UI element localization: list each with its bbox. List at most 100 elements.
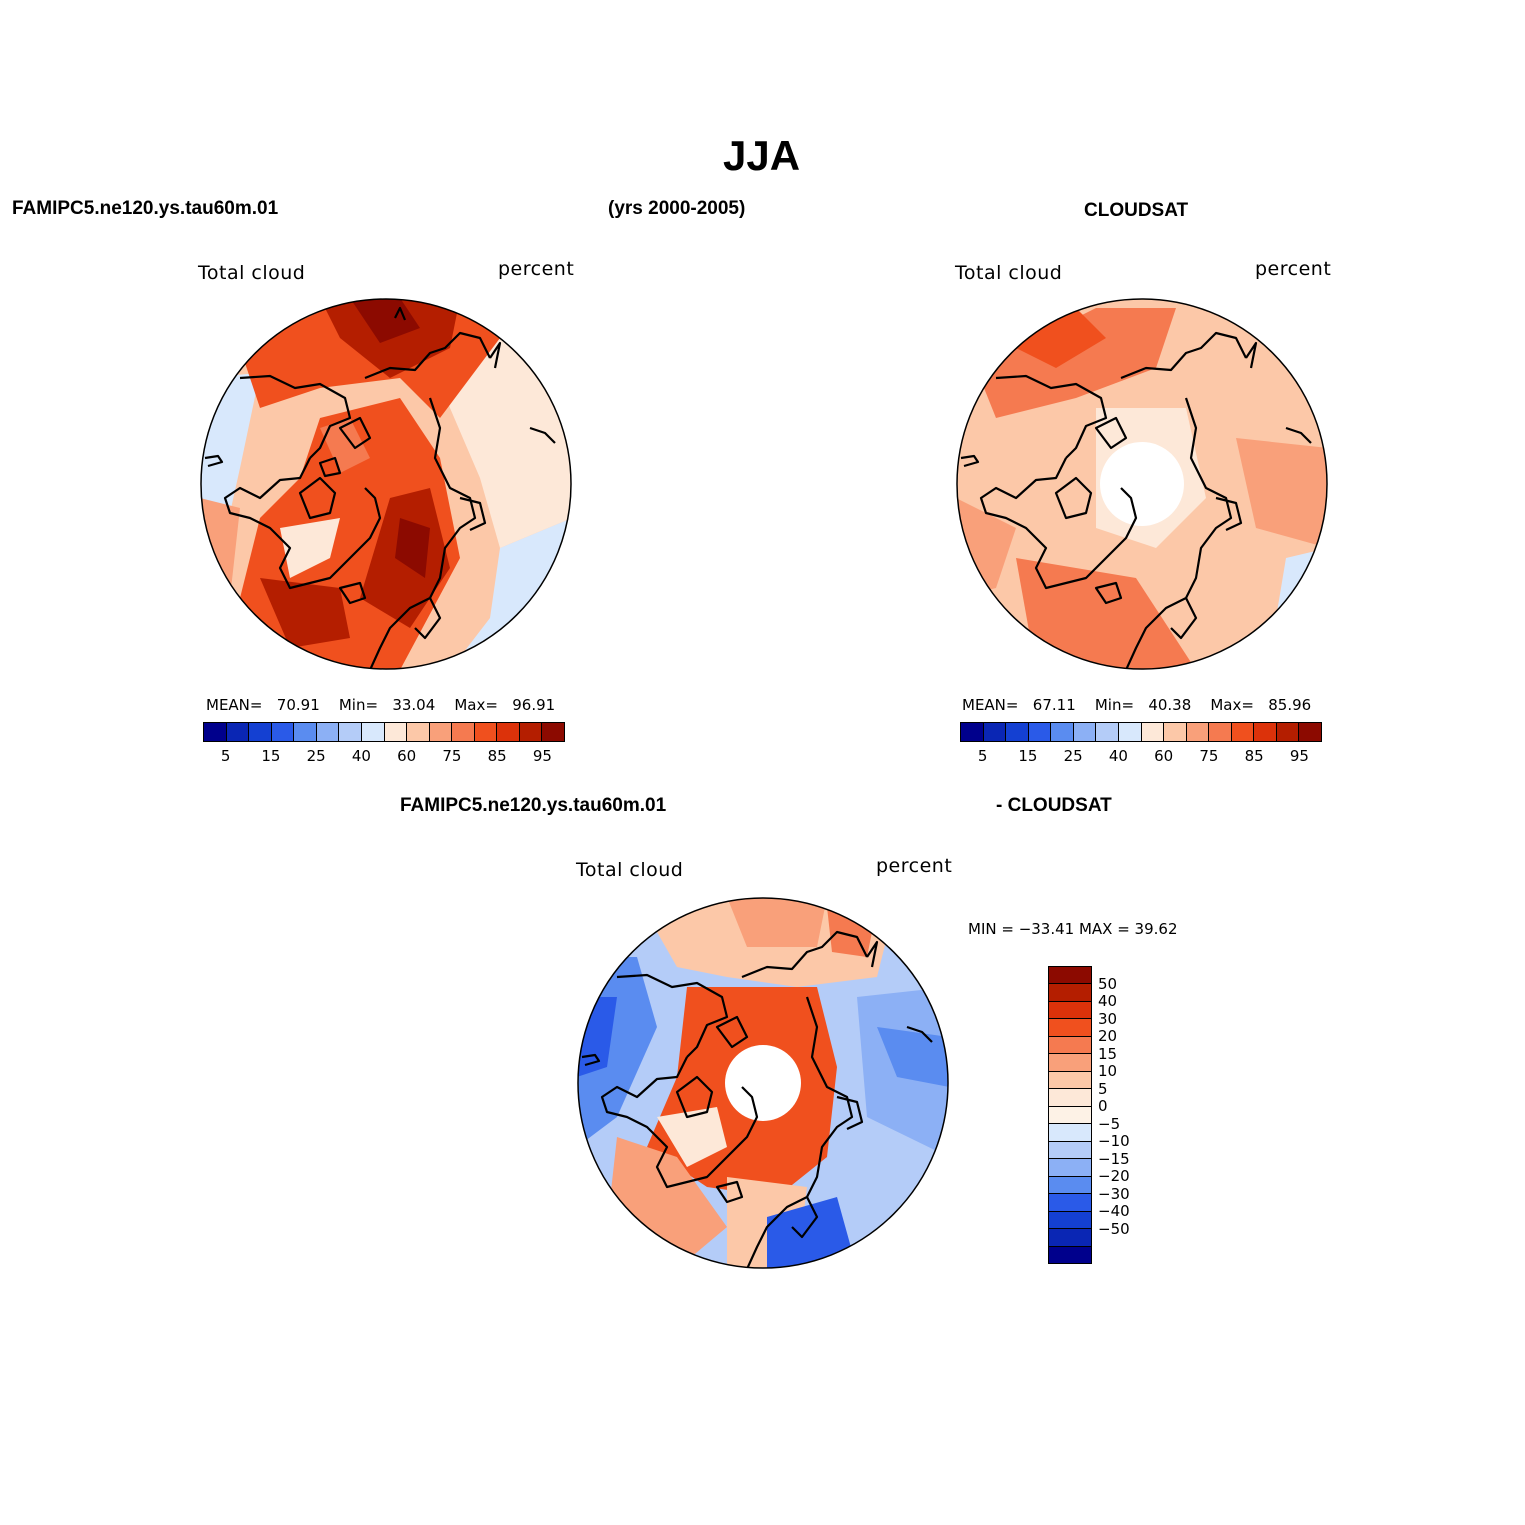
obs-min-value: 40.38 [1148, 696, 1192, 714]
model-var-label: Total cloud [198, 262, 306, 284]
colorbar-swatch [407, 723, 430, 741]
colorbar-swatch [249, 723, 272, 741]
obs-mean-label: MEAN= [962, 696, 1019, 714]
model-polar-map [200, 298, 572, 670]
colorbar-tick-label: 10 [1098, 1062, 1118, 1081]
colorbar-swatch [1049, 1194, 1091, 1212]
colorbar-swatch [542, 723, 564, 741]
colorbar-tick-label: −50 [1098, 1219, 1130, 1238]
colorbar-tick-label: −20 [1098, 1167, 1130, 1186]
obs-min-label: Min= [1094, 696, 1135, 714]
obs-max-value: 85.96 [1268, 696, 1312, 714]
colorbar-tick-label: 40 [1108, 747, 1128, 765]
colorbar-tick-label: 0 [1098, 1097, 1108, 1116]
diff-obs-title: - CLOUDSAT [996, 795, 1112, 816]
obs-mean-value: 67.11 [1032, 696, 1076, 714]
colorbar-swatch [1049, 1106, 1091, 1125]
colorbar-tick-label: 85 [1244, 747, 1264, 765]
colorbar-tick-label: −40 [1098, 1202, 1130, 1221]
colorbar-swatch [294, 723, 317, 741]
colorbar-swatch [1049, 1071, 1091, 1090]
colorbar-swatch [1049, 967, 1091, 985]
model-colorbar-ticks: 5 15 25 40 60 75 85 95 [203, 747, 565, 767]
years-title: (yrs 2000-2005) [608, 198, 746, 219]
colorbar-swatch [1049, 1246, 1091, 1263]
colorbar-tick-label: 5 [220, 747, 231, 765]
obs-polar-map [956, 298, 1328, 670]
colorbar-tick-label: 95 [532, 747, 552, 765]
obs-units-label: percent [1255, 258, 1332, 280]
colorbar-tick-label: 85 [487, 747, 507, 765]
colorbar-swatch [1049, 1001, 1091, 1020]
diff-var-label: Total cloud [576, 859, 684, 881]
diff-polar-map [577, 897, 949, 1269]
colorbar-tick-label: −30 [1098, 1184, 1130, 1203]
colorbar-tick-label: 40 [351, 747, 371, 765]
colorbar-swatch [1073, 723, 1097, 741]
colorbar-swatch [1276, 723, 1300, 741]
colorbar-swatch [1049, 1229, 1091, 1247]
colorbar-swatch [1299, 723, 1321, 741]
colorbar-swatch [1049, 1141, 1091, 1160]
colorbar-tick-label: −10 [1098, 1132, 1130, 1151]
obs-stats-line: MEAN= 67.11 Min= 40.38 Max= 85.96 [962, 696, 1311, 714]
model-max-label: Max= [454, 696, 498, 714]
colorbar-tick-label: −5 [1098, 1114, 1121, 1133]
obs-case-title: CLOUDSAT [1084, 200, 1189, 221]
colorbar-tick-label: 20 [1098, 1027, 1118, 1046]
model-min-label: Min= [338, 696, 379, 714]
colorbar-swatch [1186, 723, 1210, 741]
diff-units-label: percent [876, 855, 953, 877]
diff-case-title: FAMIPC5.ne120.ys.tau60m.01 [400, 795, 667, 816]
colorbar-tick-label: 25 [306, 747, 326, 765]
colorbar-swatch [1118, 723, 1142, 741]
colorbar-swatch [1164, 723, 1187, 741]
colorbar-swatch [204, 723, 227, 741]
colorbar-tick-label: 15 [1018, 747, 1038, 765]
colorbar-swatch [474, 723, 498, 741]
model-mean-value: 70.91 [276, 696, 320, 714]
obs-colorbar [960, 722, 1322, 742]
diff-minmax: MIN = −33.41 MAX = 39.62 [968, 920, 1178, 938]
colorbar-tick-label: 75 [442, 747, 462, 765]
colorbar-tick-label: −15 [1098, 1149, 1130, 1168]
colorbar-swatch [1049, 1019, 1091, 1037]
colorbar-swatch [1049, 1089, 1091, 1107]
model-max-value: 96.91 [512, 696, 556, 714]
colorbar-swatch [1254, 723, 1277, 741]
colorbar-swatch [1096, 723, 1119, 741]
colorbar-tick-label: 5 [1098, 1079, 1108, 1098]
obs-max-label: Max= [1210, 696, 1254, 714]
model-stats-line: MEAN= 70.91 Min= 33.04 Max= 96.91 [206, 696, 555, 714]
colorbar-swatch [361, 723, 385, 741]
model-mean-label: MEAN= [206, 696, 263, 714]
obs-var-label: Total cloud [955, 262, 1063, 284]
colorbar-swatch [226, 723, 250, 741]
colorbar-tick-label: 60 [397, 747, 417, 765]
colorbar-tick-label: 95 [1289, 747, 1309, 765]
colorbar-swatch [316, 723, 340, 741]
colorbar-swatch [1141, 723, 1165, 741]
colorbar-swatch [1049, 1124, 1091, 1142]
colorbar-swatch [519, 723, 543, 741]
colorbar-swatch [1049, 1159, 1091, 1177]
diff-colorbar [1048, 966, 1092, 1264]
colorbar-swatch [1049, 1036, 1091, 1055]
colorbar-tick-label: 15 [261, 747, 281, 765]
page-title: JJA [723, 132, 801, 179]
model-case-title: FAMIPC5.ne120.ys.tau60m.01 [12, 198, 279, 219]
colorbar-swatch [452, 723, 475, 741]
colorbar-swatch [1231, 723, 1255, 741]
colorbar-tick-label: 75 [1199, 747, 1219, 765]
colorbar-tick-label: 25 [1063, 747, 1083, 765]
colorbar-swatch [1209, 723, 1232, 741]
colorbar-swatch [1051, 723, 1074, 741]
colorbar-swatch [271, 723, 295, 741]
model-colorbar [203, 722, 565, 742]
colorbar-swatch [1049, 1176, 1091, 1195]
colorbar-tick-label: 15 [1098, 1044, 1118, 1063]
diff-colorbar-ticks: 50 40 30 20 15 10 5 0 −5 −10 −15 −20 −30 −40 −50 [1098, 966, 1158, 1264]
colorbar-swatch [1049, 1054, 1091, 1072]
colorbar-tick-label: 50 [1098, 974, 1118, 993]
colorbar-swatch [961, 723, 984, 741]
